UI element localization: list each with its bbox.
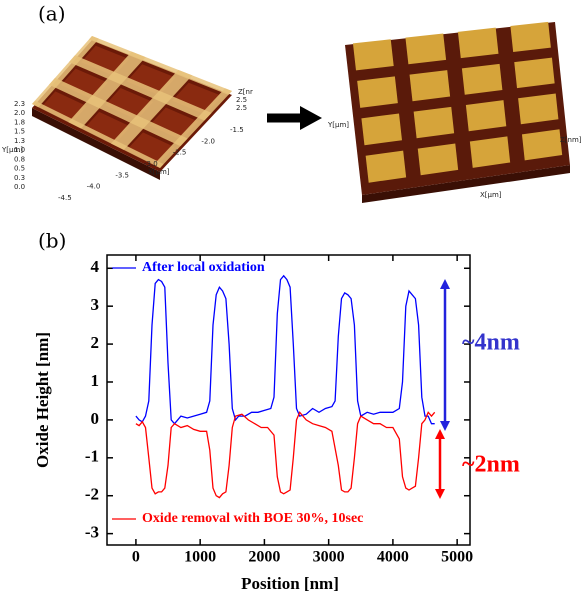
surface-cell <box>414 107 455 138</box>
x-tick-label: 3000 <box>313 549 345 566</box>
axis-tick-label: -2.5 <box>173 149 187 157</box>
axis-tick-label: 1.5 <box>14 128 25 136</box>
y-tick-label: 2 <box>91 333 100 352</box>
axis-tick-label: -3.5 <box>115 171 129 179</box>
axis-tick-label: 0.8 <box>14 155 25 163</box>
axis-label: Z[nm] <box>560 136 582 144</box>
x-tick-label: 4000 <box>377 549 409 566</box>
surface-cell <box>353 39 394 70</box>
axis-tick-label: -3.0 <box>144 160 158 168</box>
surface-cell <box>470 136 510 167</box>
y-tick-label: -1 <box>85 447 99 466</box>
surface-cell <box>518 93 558 124</box>
x-tick-label: 5000 <box>441 549 473 566</box>
figure: (a) 2.32.01.81.51.31.00.80.50.30.0Y[µm]-… <box>0 0 584 601</box>
surface-cell <box>514 58 554 89</box>
y-tick-label: -2 <box>85 485 99 504</box>
axis-label: X[µm] <box>148 168 170 176</box>
axis-label: Z[nr <box>238 88 253 96</box>
axis-label: X[µm] <box>480 191 502 199</box>
axis-tick-label: 2.0 <box>14 109 25 117</box>
surface-cell <box>366 151 407 183</box>
axis-tick-label: 0.3 <box>14 174 25 182</box>
data-line <box>136 412 435 497</box>
annotation: ~4nm <box>462 330 520 356</box>
y-tick-label: 3 <box>91 295 100 314</box>
x-tick-label: 0 <box>132 549 140 566</box>
surface-cell <box>418 143 458 175</box>
axis-tick-label: -1.5 <box>230 126 244 134</box>
axis-tick-label: 2.5 <box>236 96 247 104</box>
axis-tick-label: 2.5 <box>236 104 247 112</box>
axis-tick-label: 1.3 <box>14 137 25 145</box>
x-axis-title: Position [nm] <box>241 574 339 593</box>
axis-tick-label: 1.8 <box>14 118 25 126</box>
x-tick-label: 2000 <box>248 549 280 566</box>
surface-cell <box>466 100 506 131</box>
surface-cell <box>361 113 402 145</box>
surface-cell <box>458 28 499 59</box>
axis-tick-label: -4.5 <box>58 194 72 202</box>
annotation: ~2nm <box>462 452 520 478</box>
data-line <box>136 276 435 424</box>
y-tick-label: 1 <box>91 371 100 390</box>
arrow-head <box>300 106 322 130</box>
panel-label: (a) <box>38 2 66 26</box>
axis-label: Y[µm] <box>1 146 23 154</box>
y-tick-label: -3 <box>85 523 99 542</box>
surface-cell <box>462 64 503 95</box>
surface-cell <box>357 76 398 107</box>
axis-label: Y[µm] <box>327 121 349 129</box>
panel-label: (b) <box>38 229 66 253</box>
axis-tick-label: -4.0 <box>87 183 101 191</box>
afm-image-after: Y[µm] X[µm] Z[nm] <box>327 22 582 203</box>
surface-cell <box>522 129 562 160</box>
axis-tick-label: -2.0 <box>201 137 215 145</box>
legend-label: After local oxidation <box>142 260 265 275</box>
y-tick-label: 4 <box>91 257 100 276</box>
surface-cell <box>510 22 551 52</box>
x-tick-label: 1000 <box>184 549 216 566</box>
afm-image-before: 2.32.01.81.51.31.00.80.50.30.0Y[µm]-4.5-… <box>1 36 253 202</box>
y-axis-title: Oxide Height [nm] <box>33 332 52 468</box>
axis-tick-label: 2.3 <box>14 100 25 108</box>
surface-cell <box>410 70 451 101</box>
y-tick-label: 0 <box>91 409 100 428</box>
surface-cell <box>405 33 446 64</box>
legend-label: Oxide removal with BOE 30%, 10sec <box>142 511 363 526</box>
axis-tick-label: 0.5 <box>14 165 25 173</box>
axis-tick-label: 0.0 <box>14 183 25 191</box>
